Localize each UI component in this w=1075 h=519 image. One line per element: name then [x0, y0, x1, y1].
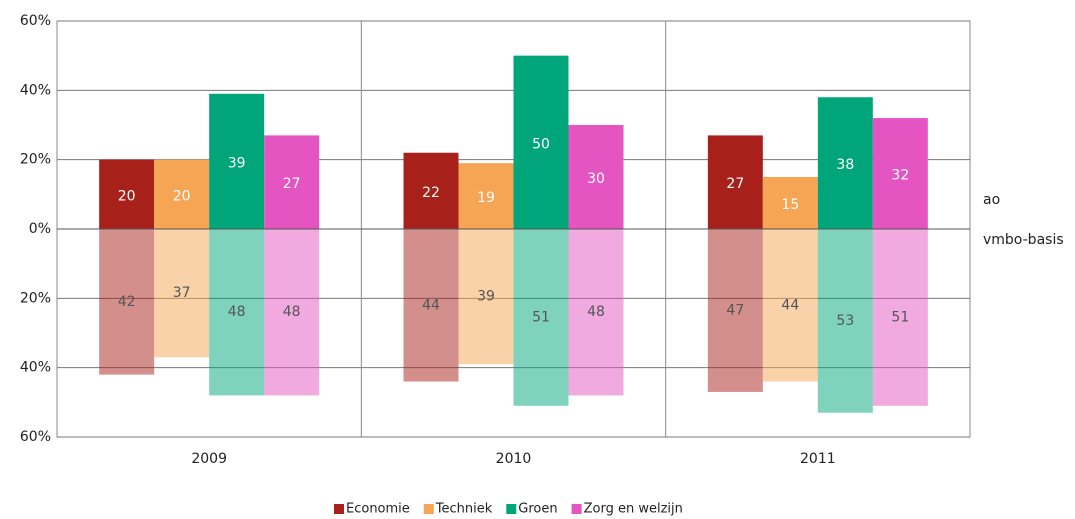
lower-bar [817, 229, 873, 413]
data-label: 30 [587, 171, 605, 187]
data-label: 27 [283, 176, 301, 192]
lower-label: vmbo-basis [983, 232, 1064, 248]
legend-swatch [571, 504, 582, 514]
upper-bar [513, 55, 569, 229]
upper-bar [264, 135, 320, 229]
y-tick-label: 40% [20, 82, 51, 98]
upper-bar [458, 163, 514, 229]
data-label: 51 [532, 309, 550, 325]
y-tick-label: 20% [20, 152, 51, 168]
lower-bar [458, 229, 514, 365]
upper-bar [762, 177, 818, 229]
data-label: 53 [836, 313, 854, 329]
upper-bar [817, 97, 873, 230]
legend-label: Techniek [435, 502, 493, 517]
legend-label: Economie [346, 502, 410, 517]
upper-bar [403, 152, 459, 229]
lower-bar [568, 229, 624, 396]
data-label: 44 [422, 297, 440, 313]
data-label: 19 [477, 190, 495, 206]
legend-swatch [423, 504, 434, 514]
data-label: 48 [587, 304, 605, 320]
lower-bar [872, 229, 928, 406]
y-tick-label: 60% [20, 429, 51, 445]
upper-bar [154, 159, 210, 229]
lower-bar [513, 229, 569, 406]
data-label: 38 [836, 157, 854, 173]
y-tick-label: 60% [20, 13, 51, 29]
data-label: 44 [781, 297, 799, 313]
legend-swatch [506, 504, 517, 514]
legend-label: Groen [518, 502, 557, 517]
data-label: 20 [118, 188, 136, 204]
x-tick-label: 2010 [496, 451, 532, 467]
upper-bar [872, 118, 928, 229]
y-tick-label: 0% [29, 221, 51, 237]
data-label: 39 [477, 289, 495, 305]
lower-bar [99, 229, 155, 375]
upper-bar [209, 93, 265, 229]
upper-bar [568, 125, 624, 229]
upper-label: ao [983, 192, 1000, 208]
upper-bar [707, 135, 763, 229]
lower-bar [707, 229, 763, 392]
data-label: 48 [228, 304, 246, 320]
data-label: 27 [726, 176, 744, 192]
data-label: 20 [173, 188, 191, 204]
data-label: 32 [891, 168, 909, 184]
data-label: 47 [726, 302, 744, 318]
legend-swatch [334, 504, 344, 514]
data-label: 51 [891, 309, 909, 325]
data-label: 37 [173, 285, 191, 301]
legend-label: Zorg en welzijn [584, 502, 683, 517]
data-label: 42 [118, 294, 136, 310]
lower-bar [264, 229, 320, 396]
data-label: 15 [781, 197, 799, 213]
lower-bar [154, 229, 210, 358]
data-label: 22 [422, 185, 440, 201]
data-label: 39 [228, 155, 246, 171]
y-tick-label: 40% [20, 360, 51, 376]
data-label: 48 [283, 304, 301, 320]
x-tick-label: 2009 [191, 451, 227, 467]
x-tick-label: 2011 [800, 451, 836, 467]
lower-bar [762, 229, 818, 382]
data-label: 50 [532, 136, 550, 152]
upper-bar [99, 159, 155, 229]
lower-bar [403, 229, 459, 382]
lower-bar [209, 229, 265, 396]
y-tick-label: 20% [20, 290, 51, 306]
